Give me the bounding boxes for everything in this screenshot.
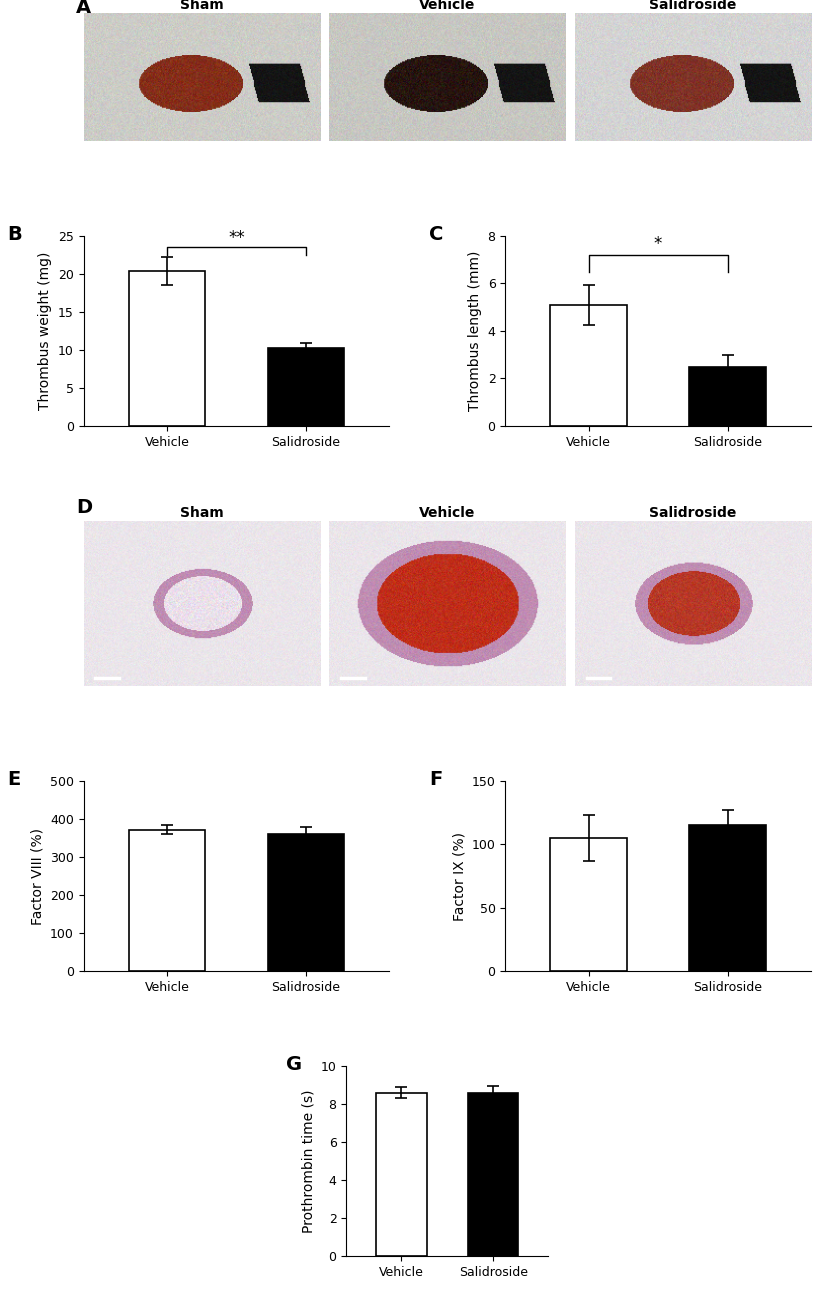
- Text: G: G: [286, 1054, 302, 1074]
- Text: D: D: [76, 497, 93, 517]
- Title: Sham: Sham: [180, 506, 223, 519]
- Text: A: A: [76, 0, 91, 17]
- Text: **: **: [228, 229, 245, 246]
- Y-axis label: Prothrombin time (s): Prothrombin time (s): [301, 1089, 315, 1233]
- Text: B: B: [8, 224, 22, 243]
- Title: Salidroside: Salidroside: [650, 0, 737, 12]
- Bar: [550, 304, 627, 426]
- Text: *: *: [654, 234, 662, 253]
- Title: Salidroside: Salidroside: [650, 506, 737, 519]
- Title: Vehicle: Vehicle: [419, 506, 476, 519]
- Bar: [129, 830, 205, 971]
- Text: C: C: [429, 224, 443, 243]
- Bar: [268, 834, 344, 971]
- Bar: [690, 366, 766, 426]
- Bar: [690, 825, 766, 971]
- Bar: [468, 1093, 518, 1256]
- Title: Vehicle: Vehicle: [419, 0, 476, 12]
- Bar: [376, 1093, 426, 1256]
- Y-axis label: Thrombus weight (mg): Thrombus weight (mg): [38, 251, 53, 411]
- Text: E: E: [8, 769, 20, 789]
- Bar: [550, 838, 627, 971]
- Title: Sham: Sham: [180, 0, 223, 12]
- Y-axis label: Factor IX (%): Factor IX (%): [452, 831, 466, 921]
- Y-axis label: Thrombus length (mm): Thrombus length (mm): [468, 251, 482, 412]
- Bar: [268, 348, 344, 426]
- Bar: [129, 271, 205, 426]
- Y-axis label: Factor VIII (%): Factor VIII (%): [30, 828, 44, 925]
- Text: F: F: [429, 769, 442, 789]
